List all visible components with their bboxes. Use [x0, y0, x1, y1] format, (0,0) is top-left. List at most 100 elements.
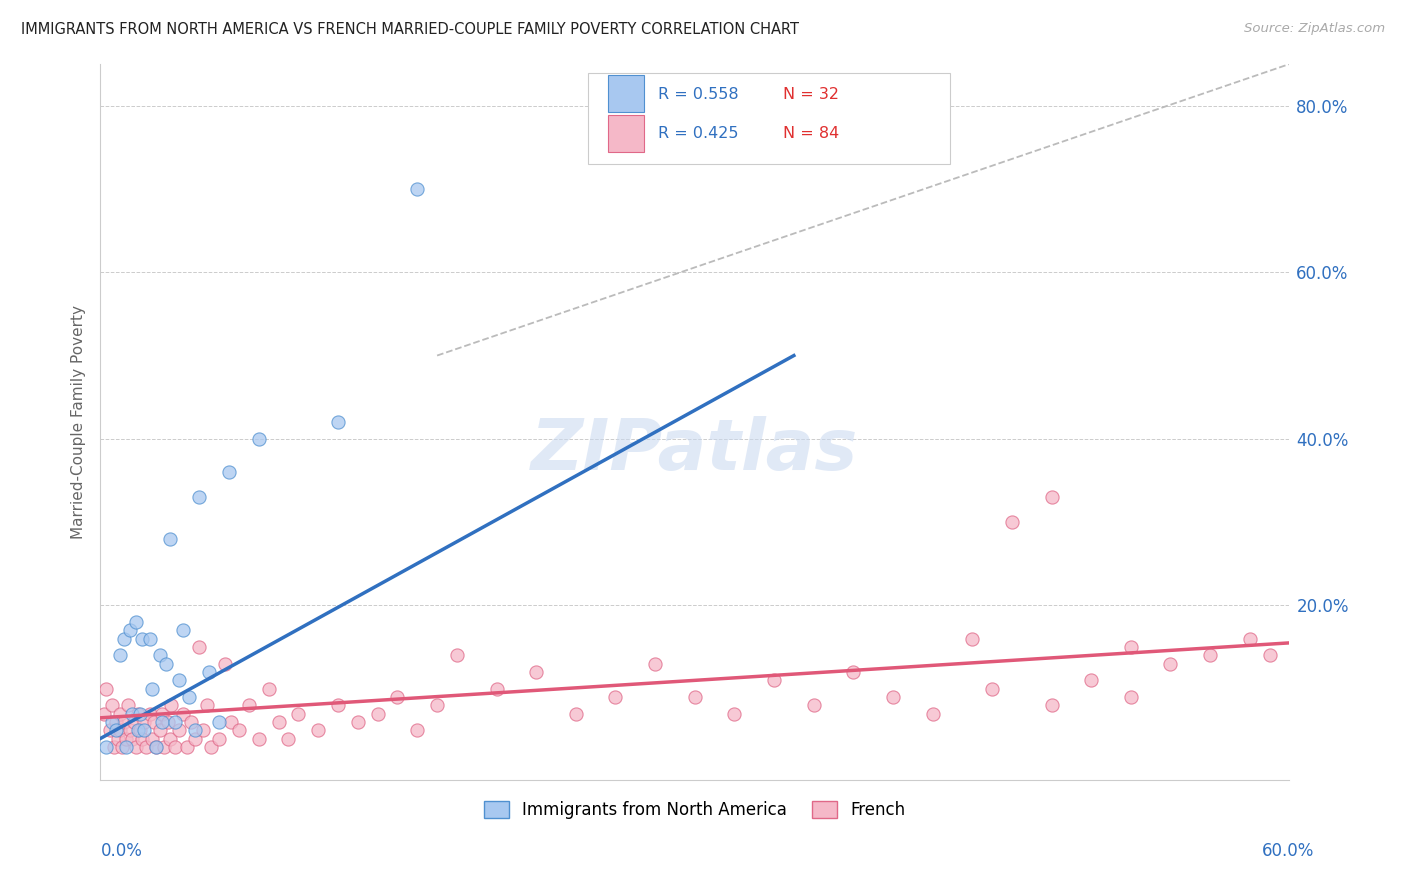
Point	[198, 665, 221, 679]
Text: R = 0.425: R = 0.425	[658, 127, 738, 142]
Point	[149, 648, 172, 663]
Point	[1239, 632, 1261, 646]
Point	[1159, 657, 1181, 671]
Point	[1258, 648, 1281, 663]
Point	[1001, 515, 1024, 529]
Point	[103, 739, 125, 754]
Point	[127, 706, 149, 721]
Point	[155, 657, 177, 671]
Point	[485, 681, 508, 696]
Point	[1199, 648, 1222, 663]
Point	[125, 615, 148, 629]
Point	[214, 657, 236, 671]
Point	[104, 723, 127, 738]
Point	[426, 698, 449, 713]
Point	[326, 698, 349, 713]
Point	[346, 714, 368, 729]
Point	[228, 723, 250, 738]
Point	[981, 681, 1004, 696]
Point	[277, 731, 299, 746]
Point	[367, 706, 389, 721]
FancyBboxPatch shape	[607, 75, 644, 112]
Point	[111, 739, 134, 754]
Point	[882, 690, 904, 704]
Text: IMMIGRANTS FROM NORTH AMERICA VS FRENCH MARRIED-COUPLE FAMILY POVERTY CORRELATIO: IMMIGRANTS FROM NORTH AMERICA VS FRENCH …	[21, 22, 799, 37]
Point	[195, 698, 218, 713]
Point	[94, 739, 117, 754]
Point	[165, 714, 187, 729]
Point	[145, 739, 167, 754]
Point	[842, 665, 865, 679]
Point	[446, 648, 468, 663]
Point	[169, 723, 191, 738]
Point	[188, 640, 211, 654]
Point	[172, 624, 194, 638]
Point	[159, 731, 181, 746]
Point	[150, 714, 173, 729]
Point	[193, 723, 215, 738]
Point	[93, 706, 115, 721]
Point	[188, 490, 211, 504]
Point	[921, 706, 943, 721]
Point	[132, 723, 155, 738]
Point	[200, 739, 222, 754]
Point	[565, 706, 588, 721]
Point	[208, 714, 231, 729]
Point	[108, 648, 131, 663]
Point	[150, 706, 173, 721]
Point	[1119, 690, 1142, 704]
Point	[156, 714, 179, 729]
Point	[208, 731, 231, 746]
Point	[387, 690, 409, 704]
Point	[184, 723, 207, 738]
Point	[94, 681, 117, 696]
Point	[169, 673, 191, 688]
Point	[121, 706, 143, 721]
Point	[141, 731, 163, 746]
Text: Source: ZipAtlas.com: Source: ZipAtlas.com	[1244, 22, 1385, 36]
Point	[406, 182, 429, 196]
Point	[257, 681, 280, 696]
Point	[141, 681, 163, 696]
Point	[803, 698, 825, 713]
Point	[149, 723, 172, 738]
Point	[121, 731, 143, 746]
Point	[218, 465, 240, 479]
Point	[160, 698, 183, 713]
Point	[326, 415, 349, 429]
Point	[122, 714, 145, 729]
Point	[128, 706, 150, 721]
Point	[172, 706, 194, 721]
Point	[960, 632, 983, 646]
Point	[128, 723, 150, 738]
Point	[131, 731, 153, 746]
Text: 60.0%: 60.0%	[1263, 842, 1315, 860]
Point	[118, 723, 141, 738]
Point	[524, 665, 547, 679]
Point	[247, 731, 270, 746]
Y-axis label: Married-Couple Family Poverty: Married-Couple Family Poverty	[72, 305, 86, 539]
Point	[179, 690, 201, 704]
Point	[118, 624, 141, 638]
Point	[406, 723, 429, 738]
Point	[98, 723, 121, 738]
Point	[115, 739, 138, 754]
Point	[138, 706, 160, 721]
Text: 0.0%: 0.0%	[101, 842, 143, 860]
Point	[132, 714, 155, 729]
Point	[165, 739, 187, 754]
Point	[108, 706, 131, 721]
Point	[763, 673, 786, 688]
Point	[287, 706, 309, 721]
Point	[184, 731, 207, 746]
Text: N = 32: N = 32	[783, 87, 839, 102]
Point	[107, 731, 129, 746]
Point	[135, 739, 157, 754]
Point	[142, 714, 165, 729]
Point	[145, 739, 167, 754]
Point	[180, 714, 202, 729]
Point	[1040, 490, 1063, 504]
Legend: Immigrants from North America, French: Immigrants from North America, French	[477, 794, 912, 826]
Point	[1040, 698, 1063, 713]
Point	[152, 739, 174, 754]
